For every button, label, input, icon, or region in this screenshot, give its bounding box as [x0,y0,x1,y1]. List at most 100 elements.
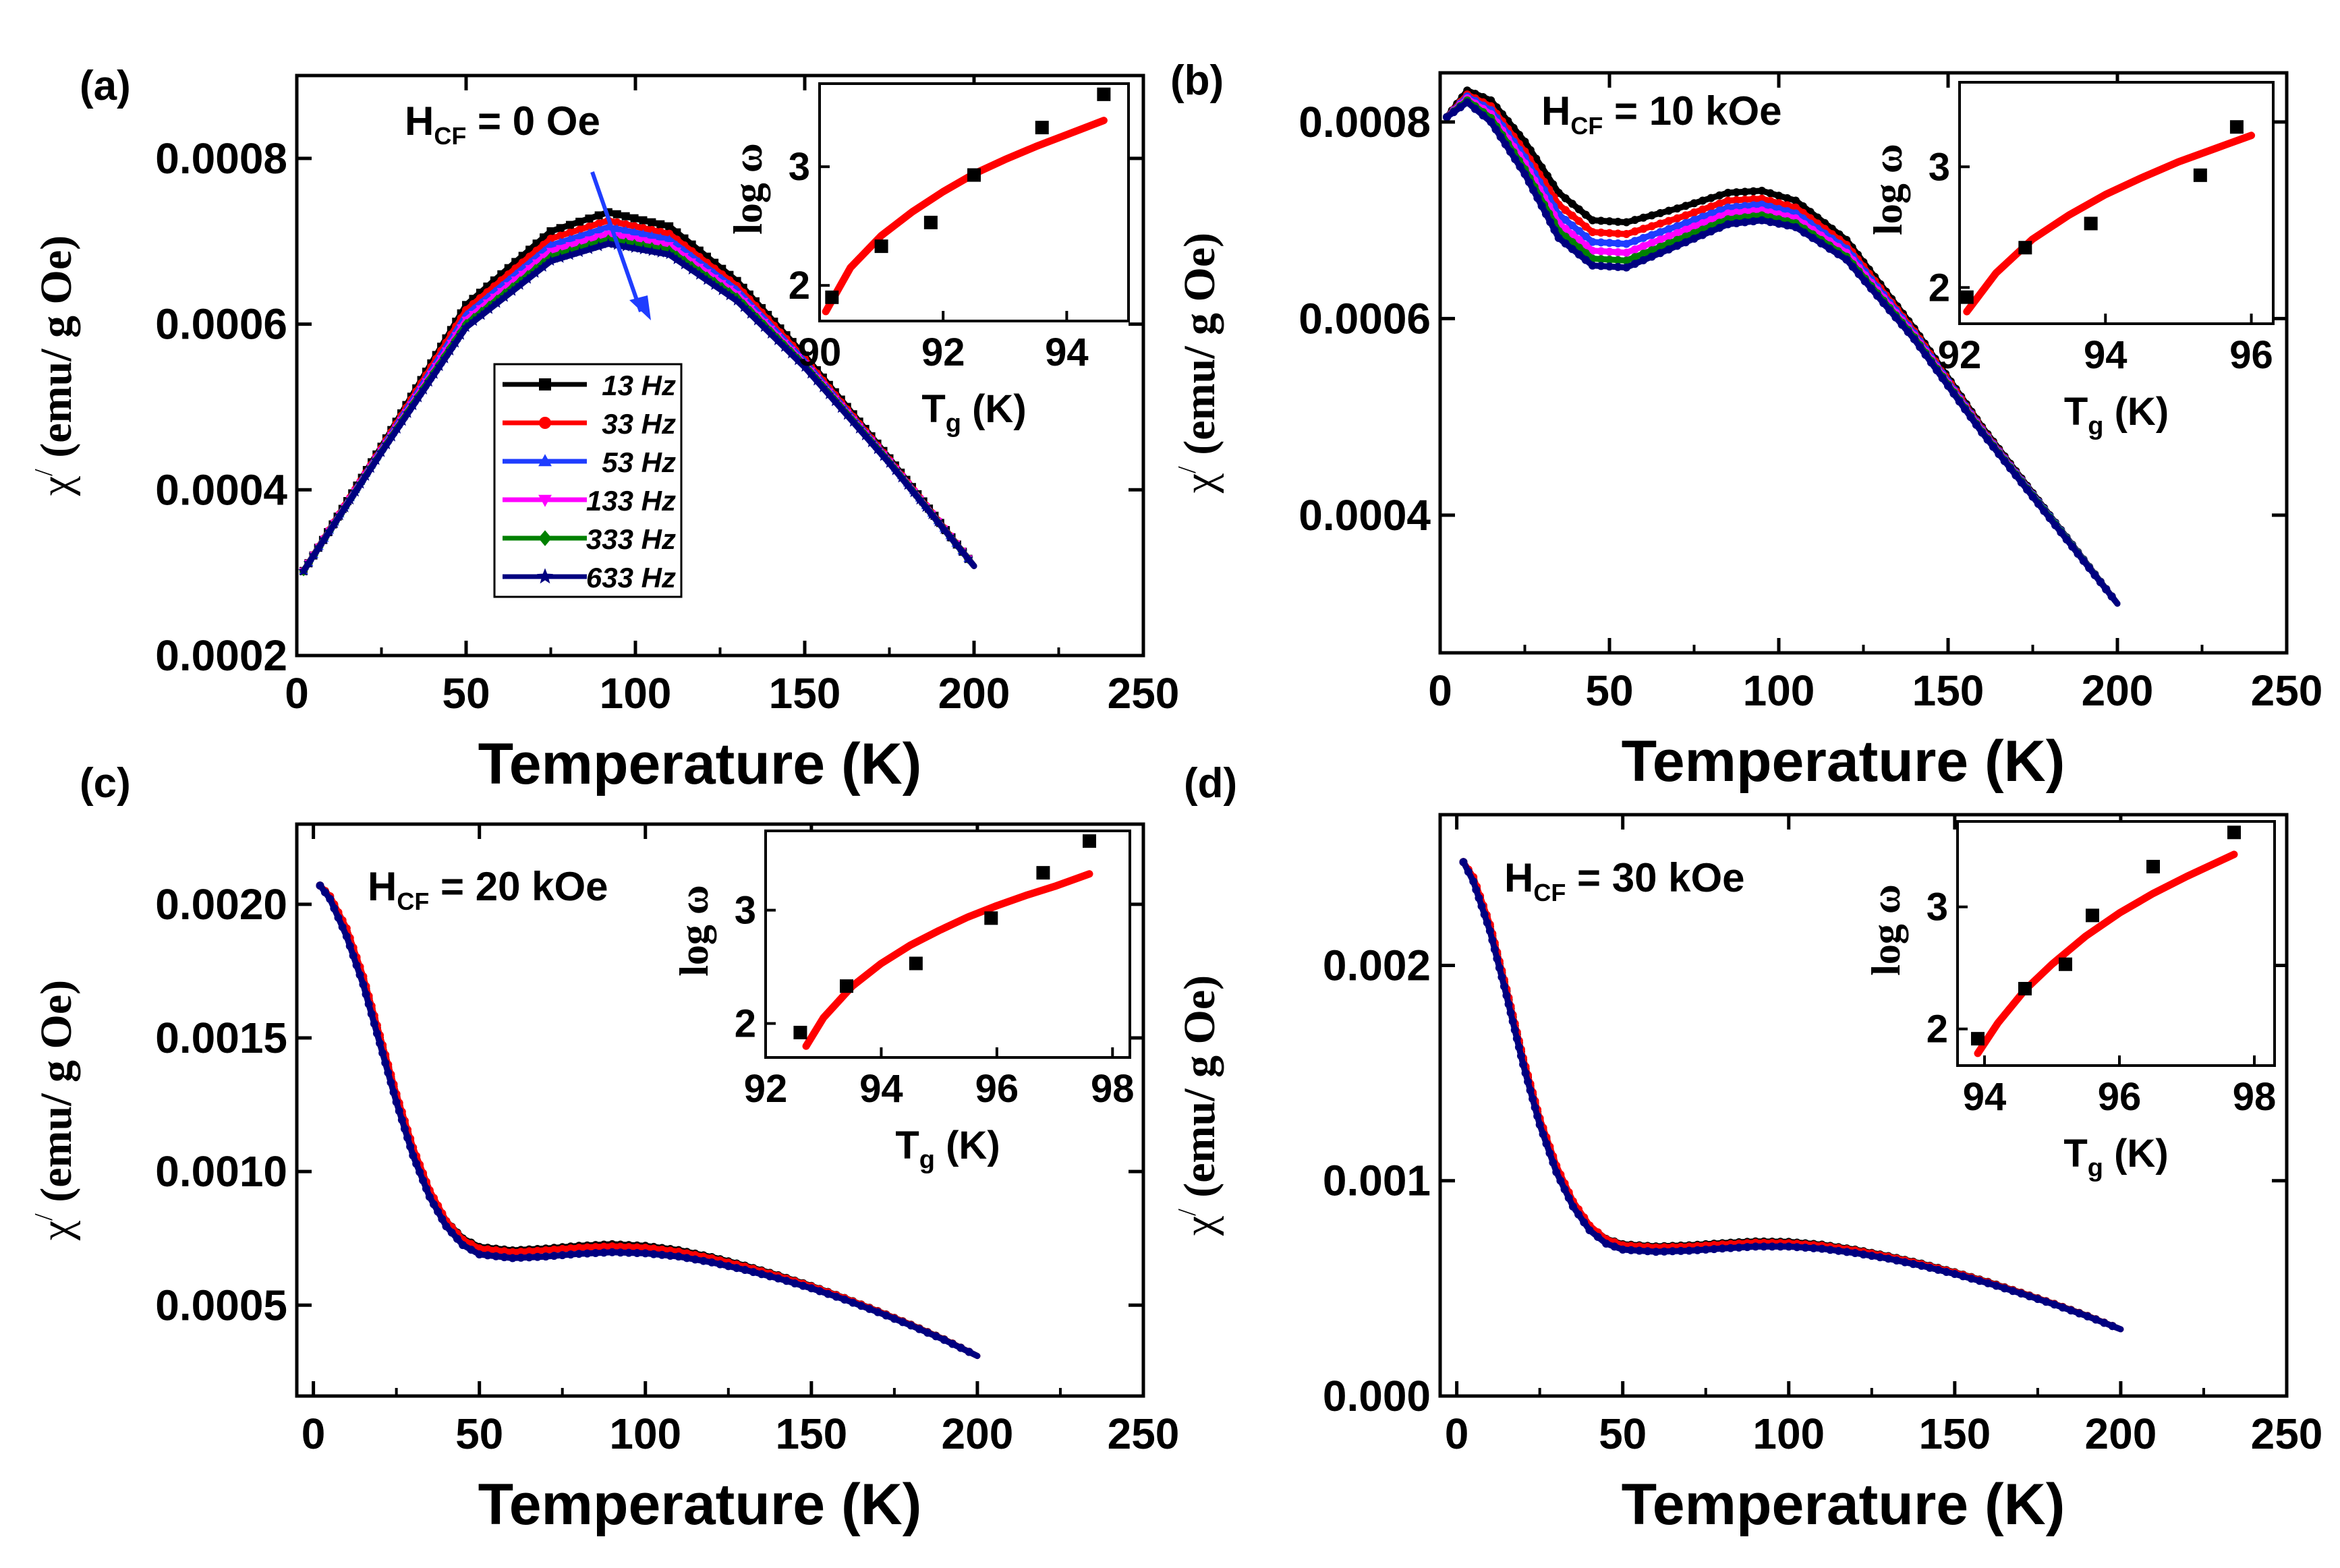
data-point [630,222,639,231]
data-point [1546,218,1555,227]
y-axis-title-group: χ/ (emu/ g Oe) [1173,233,1224,494]
data-point [594,211,603,220]
data-point [1673,204,1682,213]
data-point [484,303,495,314]
data-point [923,1329,932,1337]
data-point [957,546,968,556]
data-point [957,1343,965,1352]
data-point [1842,255,1851,264]
data-point [882,1311,890,1320]
data-point [639,224,648,233]
y-tick-label: 0.0004 [155,465,287,514]
data-point [1892,1256,1901,1265]
data-point [1955,397,1964,406]
data-point [1574,216,1583,225]
x-axis-title: Temperature (K) [478,1472,922,1537]
data-point [1574,250,1583,259]
data-point [2006,464,2015,473]
data-point [1480,910,1489,919]
data-point [600,1248,608,1257]
data-point [1681,238,1690,247]
data-point [699,1256,708,1265]
inset-y-tick-label: 2 [735,1002,756,1046]
data-point [1944,382,1952,390]
data-point [1561,194,1570,202]
data-point [665,229,674,238]
data-point [1884,1254,1893,1263]
inset-data-point [2084,216,2098,231]
data-point [2042,1298,2051,1306]
data-point [1854,270,1863,279]
inset-data-point [874,239,888,254]
data-point [1984,1279,1993,1287]
data-point [1740,187,1749,196]
data-point [1699,196,1707,205]
data-point [556,237,565,246]
data-point [835,403,847,413]
data-point [963,553,973,564]
data-point [1506,148,1514,156]
data-point [1707,227,1715,236]
data-point [865,437,877,448]
data-point [1488,936,1497,945]
data-point [567,1244,575,1253]
data-point [1622,230,1631,239]
data-point [428,368,440,379]
data-point [664,249,675,260]
x-axis-title: Temperature (K) [1622,729,2065,794]
data-point [621,212,630,221]
inset: 94 96 98 2 3 Tg (K) log ω [1864,820,2276,1182]
data-point [655,247,666,258]
data-point [558,1251,567,1260]
y-tick-label: 0.0015 [155,1014,287,1062]
data-point [2000,457,2009,465]
data-point [1732,208,1741,217]
data-point [360,470,372,481]
data-point [2033,1295,2042,1304]
data-point [1490,945,1499,954]
data-point [683,1254,691,1262]
data-point [932,1332,940,1341]
data-point [392,423,403,434]
data-point [1975,1277,1984,1285]
data-point [1873,291,1882,300]
data-point [1740,196,1749,204]
data-point [1511,155,1520,164]
data-point [517,1253,525,1262]
x-tick-label: 150 [769,669,841,718]
y-axis-title-group: χ/ (emu/ g Oe) [1173,975,1224,1236]
inset-data-point [840,979,853,993]
inset-background [820,84,1129,321]
data-point [491,297,503,308]
data-point [811,375,822,386]
data-point [2083,1312,2092,1320]
data-point [1690,234,1699,243]
data-point [1574,1210,1583,1219]
data-point [1614,248,1622,257]
data-point [641,1249,650,1258]
data-point [303,557,314,568]
data-point [545,255,557,266]
data-point [1564,1194,1573,1202]
data-point [1833,250,1842,258]
y-tick-label: 0.0006 [1299,294,1431,343]
data-point [1524,1077,1533,1086]
data-point [533,1252,542,1261]
data-point [1783,201,1792,210]
data-point [355,478,366,489]
data-point [445,345,456,356]
data-point [908,487,919,498]
inset-x-tick-label: 94 [859,1067,903,1111]
inset-y-axis-title-group: log ω [672,885,716,977]
y-tick-label: 0.0006 [155,300,287,349]
data-point [459,1241,467,1250]
data-point [594,219,603,228]
inset-data-point [2086,908,2099,923]
data-point [511,277,520,285]
data-point [1493,954,1502,963]
y-tick-label: 0.000 [1323,1372,1431,1420]
inset-y-tick-label: 2 [1929,266,1950,310]
data-point [575,231,584,240]
data-point [450,337,461,348]
data-point [1757,186,1766,195]
